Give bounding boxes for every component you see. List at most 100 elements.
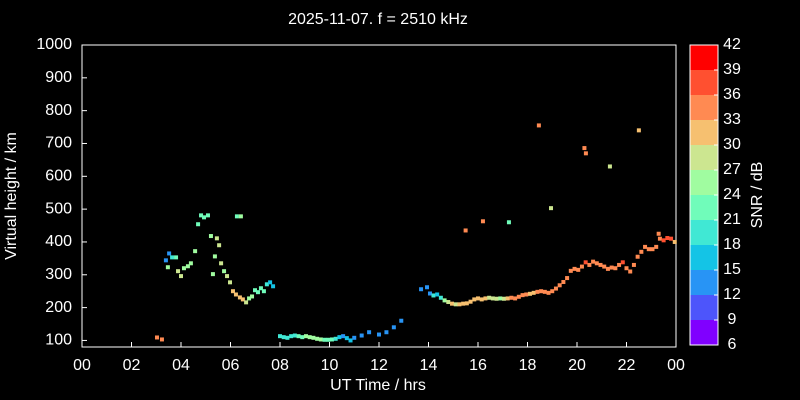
point [661, 238, 666, 243]
point [344, 336, 349, 341]
point [247, 296, 252, 301]
point [639, 249, 644, 254]
colorbar-bin [690, 245, 718, 270]
point [582, 146, 587, 151]
x-tick-label: 12 [370, 357, 388, 374]
point [170, 255, 175, 260]
x-tick-label: 06 [222, 357, 240, 374]
point [472, 297, 477, 302]
point [609, 265, 614, 270]
point [435, 292, 440, 297]
point [535, 289, 540, 294]
point [205, 213, 210, 218]
point [620, 260, 625, 265]
point [359, 333, 364, 338]
point [337, 335, 342, 340]
point [233, 292, 238, 297]
y-tick-label: 900 [45, 69, 72, 86]
point [654, 244, 659, 249]
point [217, 243, 222, 248]
point [212, 254, 217, 259]
point [237, 295, 242, 300]
point [442, 298, 447, 303]
colorbar-tick-label: 21 [723, 211, 741, 228]
point [326, 337, 331, 342]
colorbar-tick-label: 24 [723, 186, 741, 203]
point [174, 255, 179, 260]
point [431, 293, 436, 298]
point [657, 236, 662, 241]
colorbar-tick-label: 42 [723, 36, 741, 53]
point [271, 284, 276, 289]
colorbar-bin [690, 70, 718, 95]
point [557, 283, 562, 288]
colorbar-tick-label: 9 [728, 311, 737, 328]
chart-title: 2025-11-07. f = 2510 kHz [288, 11, 468, 28]
point [490, 296, 495, 301]
point [391, 325, 396, 330]
point [185, 264, 190, 269]
point [636, 128, 641, 133]
x-tick-label: 22 [618, 357, 636, 374]
point [583, 260, 588, 265]
point [501, 296, 506, 301]
point [605, 266, 610, 271]
point [656, 231, 661, 236]
y-tick-label: 500 [45, 200, 72, 217]
point [225, 274, 230, 279]
point [250, 294, 255, 299]
point [165, 265, 170, 270]
point [553, 286, 558, 291]
colorbar-label: SNR / dB [749, 162, 766, 229]
point [202, 215, 207, 220]
point [399, 318, 404, 323]
point [296, 334, 301, 339]
point [672, 239, 677, 244]
point [154, 335, 159, 340]
x-axis-label: UT Time / hrs [330, 377, 426, 394]
point [549, 206, 554, 211]
colorbar-tick-label: 12 [723, 286, 741, 303]
point [208, 234, 213, 239]
point [214, 236, 219, 241]
point [329, 337, 334, 342]
x-tick-label: 14 [420, 357, 438, 374]
point [498, 296, 503, 301]
point [598, 262, 603, 267]
point [576, 267, 581, 272]
point [261, 289, 266, 294]
point [438, 295, 443, 300]
point [665, 236, 670, 241]
point [565, 276, 570, 281]
point [607, 164, 612, 169]
point [352, 335, 357, 340]
point [167, 251, 172, 256]
point [163, 258, 168, 263]
point [179, 274, 183, 279]
y-tick-label: 600 [45, 168, 72, 185]
colorbar-tick-label: 18 [723, 236, 741, 253]
point [476, 296, 480, 301]
point [669, 236, 674, 241]
point [281, 335, 286, 340]
point [483, 296, 488, 301]
x-tick-label: 16 [469, 357, 487, 374]
point [193, 249, 198, 254]
x-tick-label: 18 [519, 357, 537, 374]
colorbar-tick-label: 36 [723, 86, 741, 103]
point [268, 280, 273, 285]
point [199, 213, 204, 218]
point [591, 259, 596, 264]
point [468, 299, 473, 304]
point [333, 336, 338, 341]
point [509, 295, 514, 300]
point [384, 330, 389, 335]
point [631, 262, 636, 267]
point [506, 220, 511, 225]
point [292, 333, 297, 338]
colorbar-bin [690, 220, 718, 245]
colorbar-bin [690, 170, 718, 195]
colorbar-bin [690, 195, 718, 220]
